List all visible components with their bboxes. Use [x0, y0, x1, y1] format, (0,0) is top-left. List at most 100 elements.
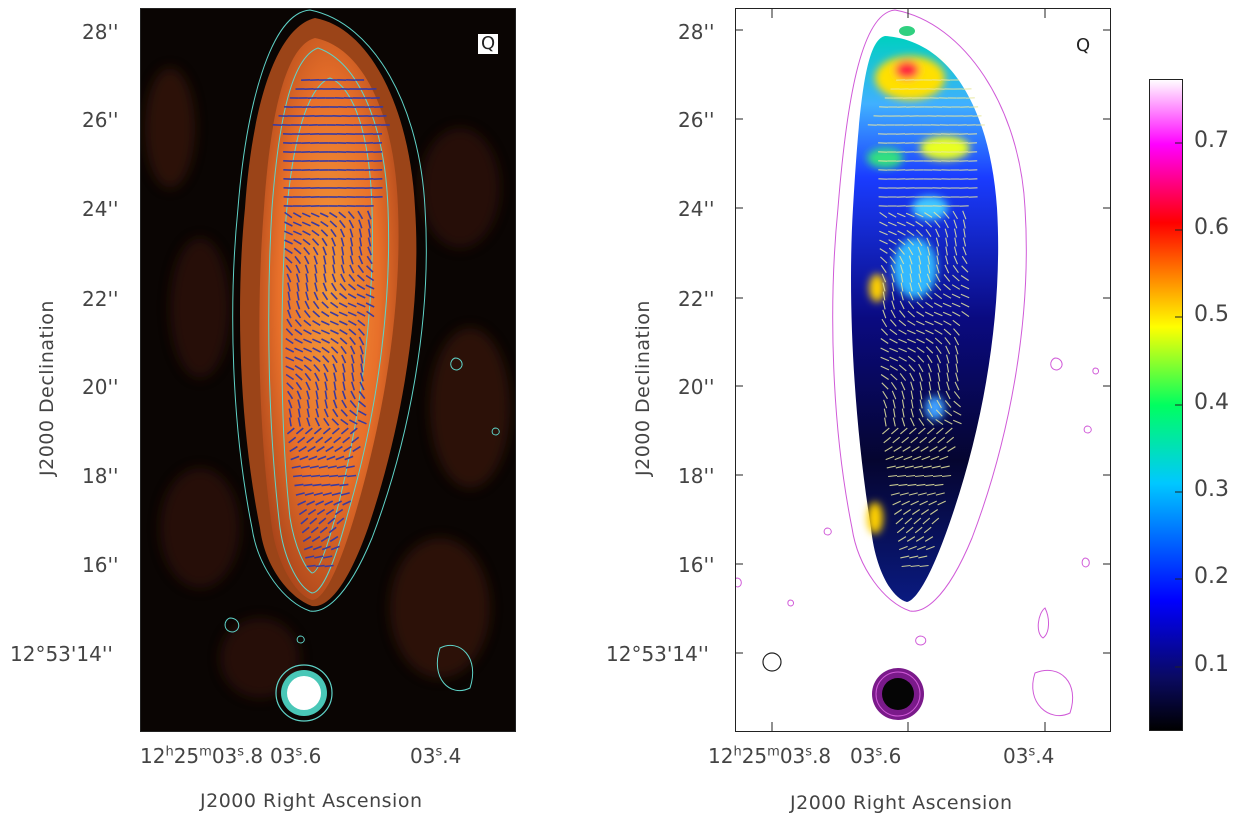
colorbar-tick: 0.5 [1194, 302, 1229, 327]
polarization-vector [937, 372, 941, 382]
polarization-vector [315, 408, 320, 418]
polarization-vector [937, 363, 941, 373]
right-y-tick: 28'' [678, 20, 715, 44]
polarization-vector [330, 228, 337, 238]
polarization-vector [934, 337, 943, 345]
polarization-vector [313, 255, 318, 265]
polarization-vector [945, 345, 951, 355]
polarization-vector [916, 311, 925, 317]
polarization-vector [953, 391, 961, 399]
polarization-vector [340, 492, 350, 496]
polarization-vector [320, 229, 329, 237]
polarization-vector [889, 347, 899, 353]
polarization-vector [953, 255, 959, 265]
polarization-vector [901, 408, 905, 418]
polarization-vector [898, 356, 907, 362]
polarization-vector [928, 390, 932, 400]
polarization-vector [924, 311, 934, 317]
left-contours [224, 9, 500, 692]
polarization-vector [323, 255, 327, 265]
polarization-vector [285, 356, 295, 362]
polarization-vector [907, 310, 915, 318]
polarization-vector [922, 465, 932, 469]
polarization-vector [946, 436, 955, 444]
polarization-vector [288, 417, 292, 427]
polarization-vector [331, 273, 337, 283]
left-y-tick: 16'' [82, 553, 119, 577]
polarization-vector [944, 228, 949, 238]
left-x-tick: 12h25m03s.8 [140, 744, 264, 768]
polarization-vector [961, 310, 970, 318]
polarization-vector [332, 408, 339, 418]
polarization-vector [962, 246, 967, 256]
polarization-vector [315, 564, 325, 568]
polarization-vector [312, 320, 321, 326]
polarization-vector [923, 526, 932, 534]
polarization-vector [930, 455, 940, 461]
polarization-vector [295, 492, 305, 496]
polarization-vector [306, 390, 311, 400]
polarization-vector [918, 372, 923, 382]
polarization-vector [931, 517, 940, 525]
polarization-vector [292, 221, 302, 227]
polarization-vector [332, 255, 336, 265]
polarization-vector [285, 337, 294, 345]
polarization-vector [349, 228, 354, 238]
polarization-vector [889, 365, 898, 371]
polarization-vector [366, 265, 374, 273]
polarization-vector [331, 246, 336, 256]
polarization-vector [910, 408, 914, 418]
polarization-vector [306, 408, 310, 418]
polarization-vector [907, 320, 916, 326]
polarization-vector [927, 427, 935, 435]
polarization-vector [907, 329, 916, 335]
polarization-vector [926, 418, 934, 426]
polarization-vector [329, 474, 339, 478]
polarization-vector [329, 320, 339, 326]
polarization-vector [898, 329, 907, 335]
polarization-vector [340, 237, 345, 247]
polarization-vector [901, 417, 906, 427]
polarization-vector [327, 465, 337, 469]
polarization-vector [339, 483, 349, 487]
polarization-vector [914, 212, 924, 218]
polarization-vector [945, 354, 950, 364]
left-q-label: Q [478, 34, 499, 54]
polarization-vector [881, 318, 888, 328]
polarization-vector [332, 264, 336, 274]
polarization-vector [943, 328, 952, 336]
polarization-vector [916, 320, 925, 326]
polarization-vector [358, 336, 365, 346]
polarization-vector [895, 465, 905, 469]
polarization-vector [913, 465, 923, 469]
polarization-vector [340, 345, 347, 355]
polarization-vector [962, 210, 967, 220]
right-y-tick: 16'' [678, 553, 715, 577]
polarization-vector [304, 492, 314, 496]
polarization-vector [919, 390, 923, 400]
polarization-vector [892, 436, 901, 444]
polarization-vector [319, 526, 328, 534]
polarization-vector [310, 212, 320, 218]
polarization-vector [283, 230, 293, 236]
polarization-vector [898, 364, 907, 372]
polarization-vector [319, 212, 329, 218]
colorbar-tick: 0.4 [1194, 390, 1229, 415]
polarization-vector [321, 545, 331, 551]
polarization-vector [323, 555, 333, 559]
polarization-vector [284, 221, 293, 227]
polarization-vector [953, 328, 960, 336]
polarization-vector [317, 455, 327, 461]
polarization-vector [313, 364, 321, 372]
polarization-vector [888, 474, 898, 478]
polarization-vector [347, 210, 355, 220]
polarization-vector [321, 301, 329, 309]
polarization-vector [325, 445, 334, 453]
polarization-vector [303, 545, 313, 551]
polarization-vector [328, 211, 338, 219]
polarization-vector [926, 237, 931, 247]
polarization-vector [918, 555, 928, 559]
polarization-vector [880, 356, 890, 362]
left-jet-body [259, 38, 399, 600]
left-y-axis-title: J2000 Declination [36, 300, 58, 476]
